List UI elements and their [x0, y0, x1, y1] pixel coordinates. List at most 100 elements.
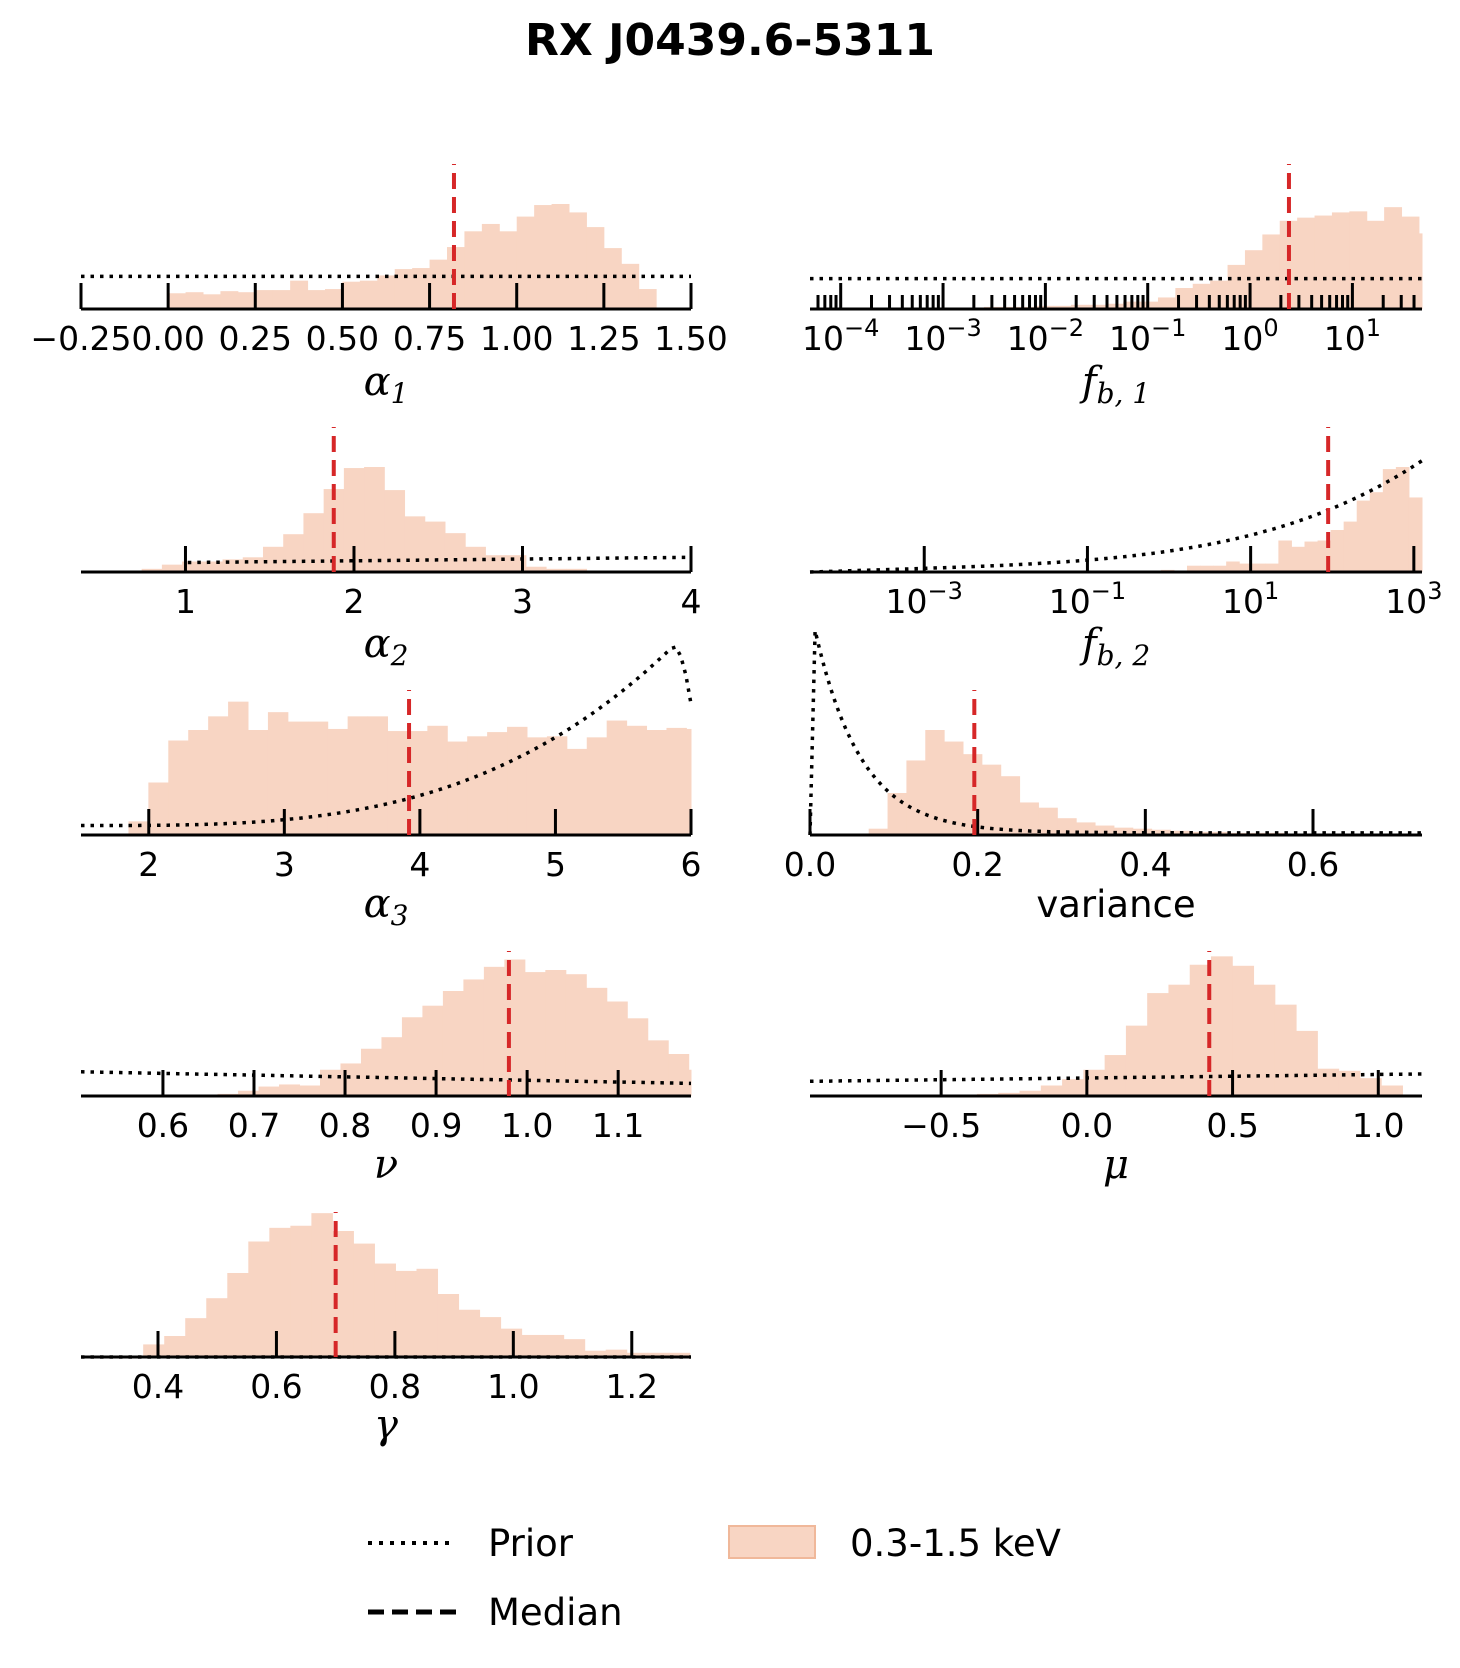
hist-bar	[1053, 305, 1072, 309]
prior-line	[187, 555, 692, 565]
axis-label: α1	[364, 359, 409, 410]
hist-bar	[1125, 1025, 1148, 1096]
hist-bar	[1297, 217, 1316, 309]
hist-bar	[242, 557, 264, 572]
hist-bar	[444, 533, 466, 572]
tick-label: 101	[1324, 314, 1381, 358]
hist-bar	[1062, 1079, 1084, 1096]
hist-bar	[1304, 541, 1319, 572]
axis-label: α3	[364, 881, 409, 932]
hist-bar	[1418, 233, 1423, 309]
hist-bar	[516, 216, 535, 309]
hist-bar	[307, 721, 329, 835]
tick-label: 6	[681, 845, 702, 884]
hist-bar	[401, 1017, 423, 1096]
tick-label: 1.1	[592, 1106, 644, 1145]
hist-bar	[1317, 1068, 1340, 1096]
hist-bar	[487, 732, 508, 835]
hist-bar	[202, 561, 224, 572]
panel-nu: 0.6 0.7 0.8 0.9 1.0 1.1 ν	[80, 951, 692, 1188]
hist-bar	[479, 1317, 502, 1357]
tick-label: 1.0	[501, 1106, 553, 1145]
hist-bar	[1252, 563, 1266, 572]
hist-bar	[395, 1270, 417, 1357]
hist-bar	[269, 1227, 291, 1357]
hist-bar	[311, 1213, 333, 1357]
hist-bar	[1076, 822, 1096, 835]
tick-label: 1.00	[480, 319, 553, 358]
hist-bar	[227, 1273, 249, 1357]
axis-label: variance	[1036, 883, 1195, 926]
hist-bar	[1070, 304, 1089, 309]
hist-bar	[1211, 956, 1233, 1096]
hist-bar	[248, 1241, 270, 1357]
hist-bar	[255, 290, 274, 309]
hist-bar	[1331, 212, 1350, 309]
hist-bar	[1189, 964, 1212, 1096]
tick-label: 0.9	[410, 1106, 462, 1145]
tick-label: 1	[175, 582, 196, 621]
tick-label: 0.25	[219, 319, 292, 358]
hist-bar	[584, 1350, 607, 1357]
hist-bar	[521, 1334, 544, 1357]
hist-bar	[467, 736, 488, 835]
hist-bar	[1401, 216, 1420, 309]
tick-label: 10−2	[1007, 314, 1084, 358]
tick-label: 3	[512, 582, 533, 621]
tick-label: 0.00	[131, 319, 204, 358]
hist-bar	[327, 728, 349, 835]
hist-bar	[319, 1069, 341, 1096]
tick-label: 0.50	[306, 319, 379, 358]
hist-bar	[638, 289, 657, 309]
hist-bar	[367, 716, 388, 835]
tick-label: 1.0	[487, 1367, 539, 1406]
hist-bar	[332, 1231, 354, 1357]
hist-bar	[483, 966, 505, 1096]
hist-bar	[566, 568, 588, 572]
hist-bar	[412, 268, 431, 309]
hist-bar	[1105, 303, 1124, 309]
hist-bar	[1038, 807, 1058, 835]
hist-bar	[220, 291, 239, 309]
tick-label: 0.75	[393, 319, 466, 358]
hist-bar	[168, 740, 189, 835]
hist-bar	[429, 259, 448, 309]
hist-bar	[458, 1309, 481, 1357]
hist-bar	[424, 521, 446, 572]
hist-bar	[1366, 220, 1385, 309]
hist-bar	[168, 293, 187, 309]
hist-bar	[203, 294, 221, 309]
hist-bar	[387, 731, 408, 835]
hist-bar	[524, 972, 546, 1096]
tick-label: 1.0	[1352, 1106, 1404, 1145]
hist-bar	[287, 721, 309, 835]
hist-bar	[237, 292, 256, 309]
hist-bar	[998, 1092, 1021, 1096]
hist-bar	[1140, 301, 1159, 309]
axis-label: α2	[364, 621, 409, 672]
hist-bar	[141, 568, 163, 572]
hist-bar	[279, 1084, 301, 1096]
hist-bar	[566, 748, 588, 835]
hist-bar	[182, 561, 203, 572]
hist-bar	[1226, 561, 1240, 572]
hist-bar	[647, 1352, 670, 1357]
panel-alpha2: 1 2 3 4 α2	[81, 427, 702, 672]
hist-bar	[272, 290, 291, 309]
panel-fb2: 10−3 10−1 101 103 fb, 2	[809, 427, 1442, 672]
tick-label: 10−1	[1109, 314, 1186, 358]
hist-bar	[627, 1018, 649, 1096]
hist-bar	[666, 727, 687, 835]
tick-label: 103	[1385, 577, 1442, 621]
hist-bar	[499, 231, 518, 309]
tick-label: 0.0	[784, 845, 836, 884]
tick-label: 0.4	[1119, 845, 1171, 884]
hist-bar	[1104, 1055, 1127, 1096]
tick-label: 1.25	[567, 319, 640, 358]
hist-bar	[164, 1336, 186, 1357]
hist-bar	[343, 468, 365, 572]
hist-bar	[148, 782, 169, 835]
hist-bar	[546, 568, 567, 572]
hist-bar	[545, 970, 567, 1096]
hist-bar	[944, 741, 964, 835]
